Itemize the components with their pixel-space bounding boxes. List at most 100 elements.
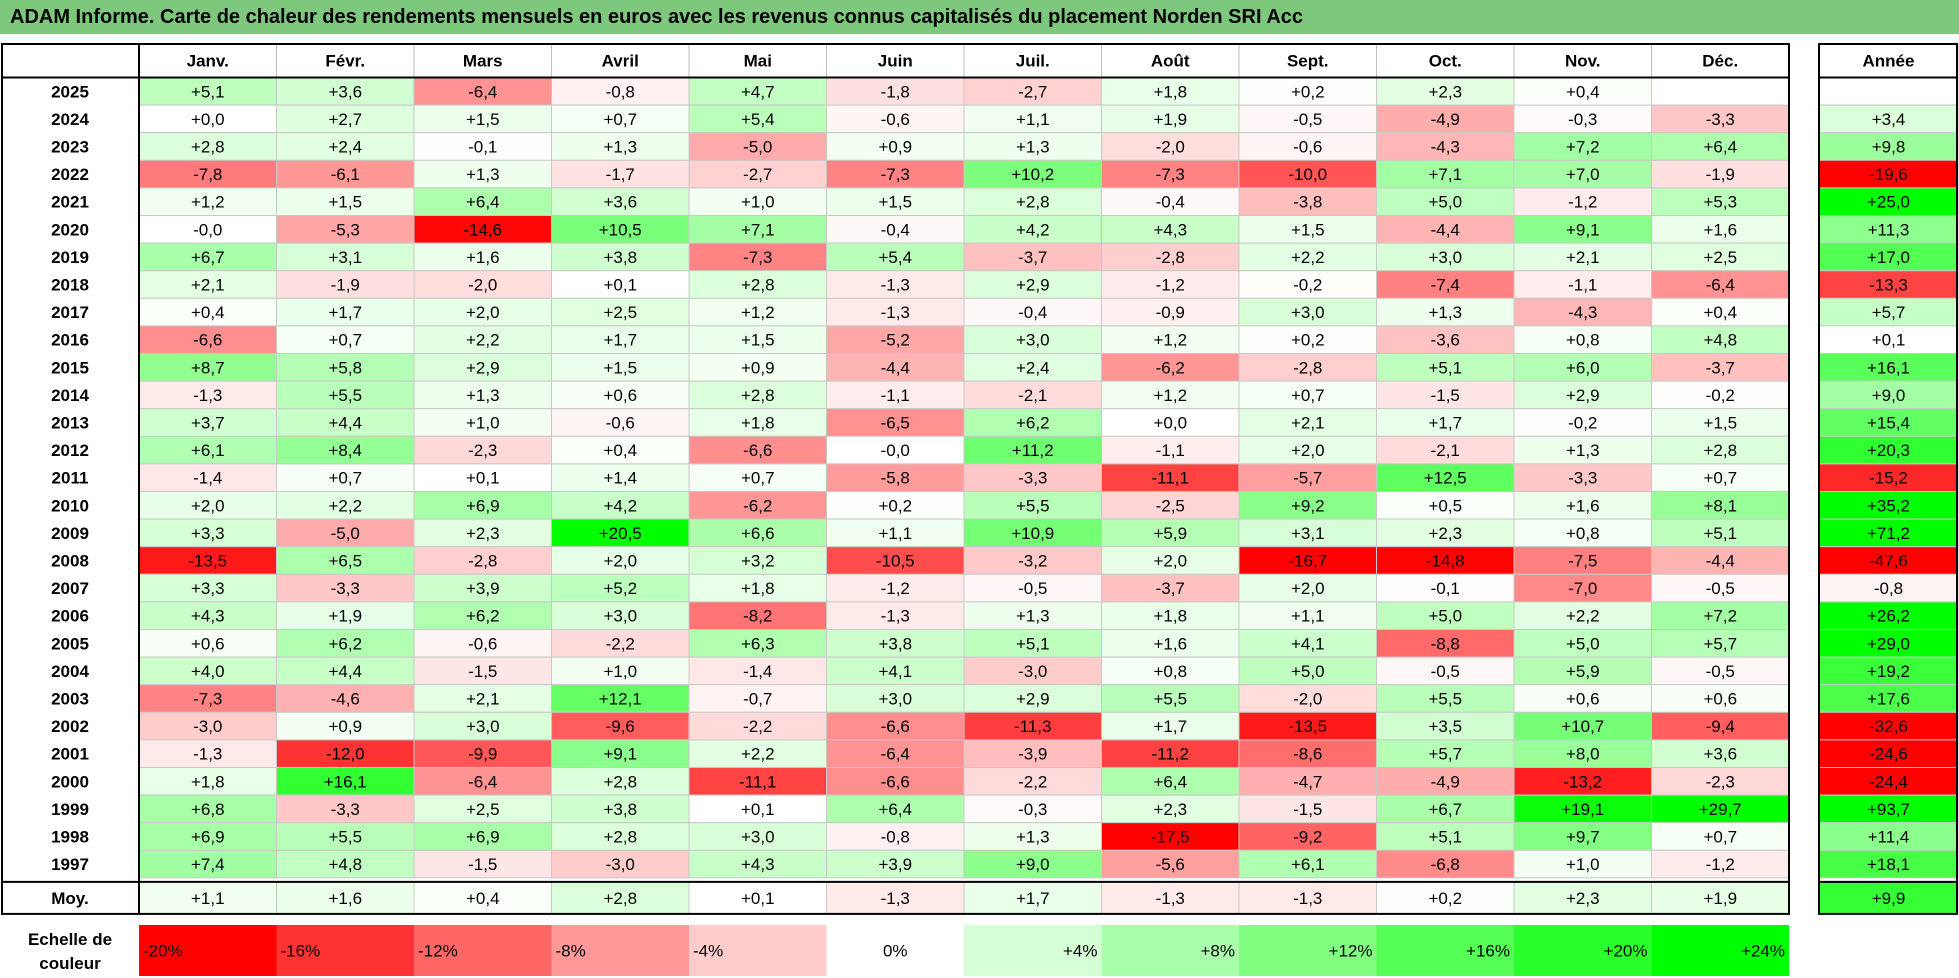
cell-value: +3,6 [603,193,637,212]
cell-value: +1,7 [603,331,637,350]
cell-value: +1,6 [1703,220,1737,239]
cell-value: -0,5 [1018,579,1047,598]
heatmap-cell [1376,77,1515,106]
cell-value: +5,1 [1016,634,1050,653]
annual-value: +29,0 [1867,634,1910,653]
annual-value: -19,6 [1869,165,1908,184]
cell-value: +1,6 [1153,634,1187,653]
cell-value: +2,0 [1291,579,1325,598]
cell-value: +7,0 [1566,165,1600,184]
cell-value: +4,3 [1153,220,1187,239]
cell-value: +10,7 [1561,717,1604,736]
cell-value: +2,8 [191,138,225,157]
heatmap-cell [1238,380,1377,410]
main-grid-frame [1,43,1790,915]
heatmap-cell [1238,629,1377,658]
annual-value: +93,7 [1867,800,1910,819]
cell-value: +3,8 [603,800,637,819]
year-label: 2001 [51,745,89,764]
cell-value: +29,7 [1699,800,1742,819]
cell-value: -0,9 [1156,303,1185,322]
heatmap-cell [688,187,827,216]
cell-value: +5,4 [878,248,912,267]
cell-value: +0,6 [1703,690,1737,709]
cell-value: +0,1 [741,800,775,819]
annual-value: +71,2 [1867,524,1910,543]
heatmap-cell [551,711,690,741]
heatmap-cell [1238,242,1377,272]
cell-value: +5,5 [1153,690,1187,709]
color-scale-swatch [551,925,689,976]
heatmap-cell [551,601,690,631]
cell-value: +1,6 [466,248,500,267]
cell-value: -3,3 [331,579,360,598]
cell-value: -17,5 [1151,828,1190,847]
cell-value: -4,3 [1568,303,1597,322]
cell-value: +1,8 [741,579,775,598]
heatmap-cell [963,656,1102,686]
heatmap-cell [1376,767,1515,796]
heatmap-cell [413,408,552,437]
cell-value: +6,7 [1428,800,1462,819]
heatmap-cell [551,822,690,851]
cell-value: +1,1 [1016,110,1050,129]
cell-value: +2,0 [1153,552,1187,571]
cell-value: -7,3 [743,248,772,267]
annual-value: +19,2 [1867,662,1910,681]
cell-value: -1,3 [881,276,910,295]
cell-value: +4,2 [1016,220,1050,239]
cell-value: -0,6 [606,414,635,433]
heatmap-cell [826,435,965,465]
cell-value: +1,2 [1153,331,1187,350]
cell-value: -10,5 [876,552,915,571]
cell-value: +4,4 [328,414,362,433]
heatmap-cell [413,77,552,106]
cell-value: +0,1 [466,469,500,488]
cell-value: -2,8 [468,552,497,571]
cell-value: +4,3 [741,855,775,874]
annual-cell [1818,325,1959,354]
cell-value: +1,8 [741,414,775,433]
heatmap-cell [826,187,965,216]
cell-value: +6,2 [328,634,362,653]
cell-value: +2,3 [466,524,500,543]
heatmap-cell [1513,656,1652,686]
cell-value: -1,1 [881,386,910,405]
cell-value: +2,8 [1703,441,1737,460]
heatmap-cell [551,435,690,465]
cell-value: +6,4 [466,193,500,212]
cell-value: +2,3 [1428,524,1462,543]
cell-value: +2,4 [1016,358,1050,377]
cell-value: +12,5 [1424,469,1467,488]
heatmap-cell [1238,794,1377,824]
chart-title: ADAM Informe. Carte de chaleur des rende… [0,0,1959,34]
cell-value: +1,5 [878,193,912,212]
cell-value: -3,2 [1018,552,1047,571]
cell-value: +2,3 [1428,82,1462,101]
year-label: 1997 [51,855,89,874]
cell-value: +10,9 [1011,524,1054,543]
color-scale-swatch [276,925,414,976]
color-scale-value: +16% [1466,942,1510,961]
month-header-cell [138,43,277,78]
cell-value: +0,9 [328,717,362,736]
heatmap-cell [826,215,965,244]
heatmap-cell [276,491,415,520]
cell-value: +4,1 [878,662,912,681]
cell-value: +0,7 [1703,469,1737,488]
heatmap-cell [1513,353,1652,382]
cell-value: +5,0 [1291,662,1325,681]
annual-cell [1818,518,1959,548]
year-label: 2015 [51,358,89,377]
heatmap-cell [1513,601,1652,631]
cell-value: +0,7 [603,110,637,129]
heatmap-cell [1513,518,1652,548]
cell-value: +0,6 [603,386,637,405]
heatmap-cell [413,822,552,851]
cell-value: -3,3 [331,800,360,819]
color-scale-swatch [1514,925,1652,976]
average-value: +2,8 [603,889,637,908]
heatmap-cell [1651,353,1790,382]
heatmap-cell [276,270,415,299]
month-header-label: Août [1151,52,1190,71]
